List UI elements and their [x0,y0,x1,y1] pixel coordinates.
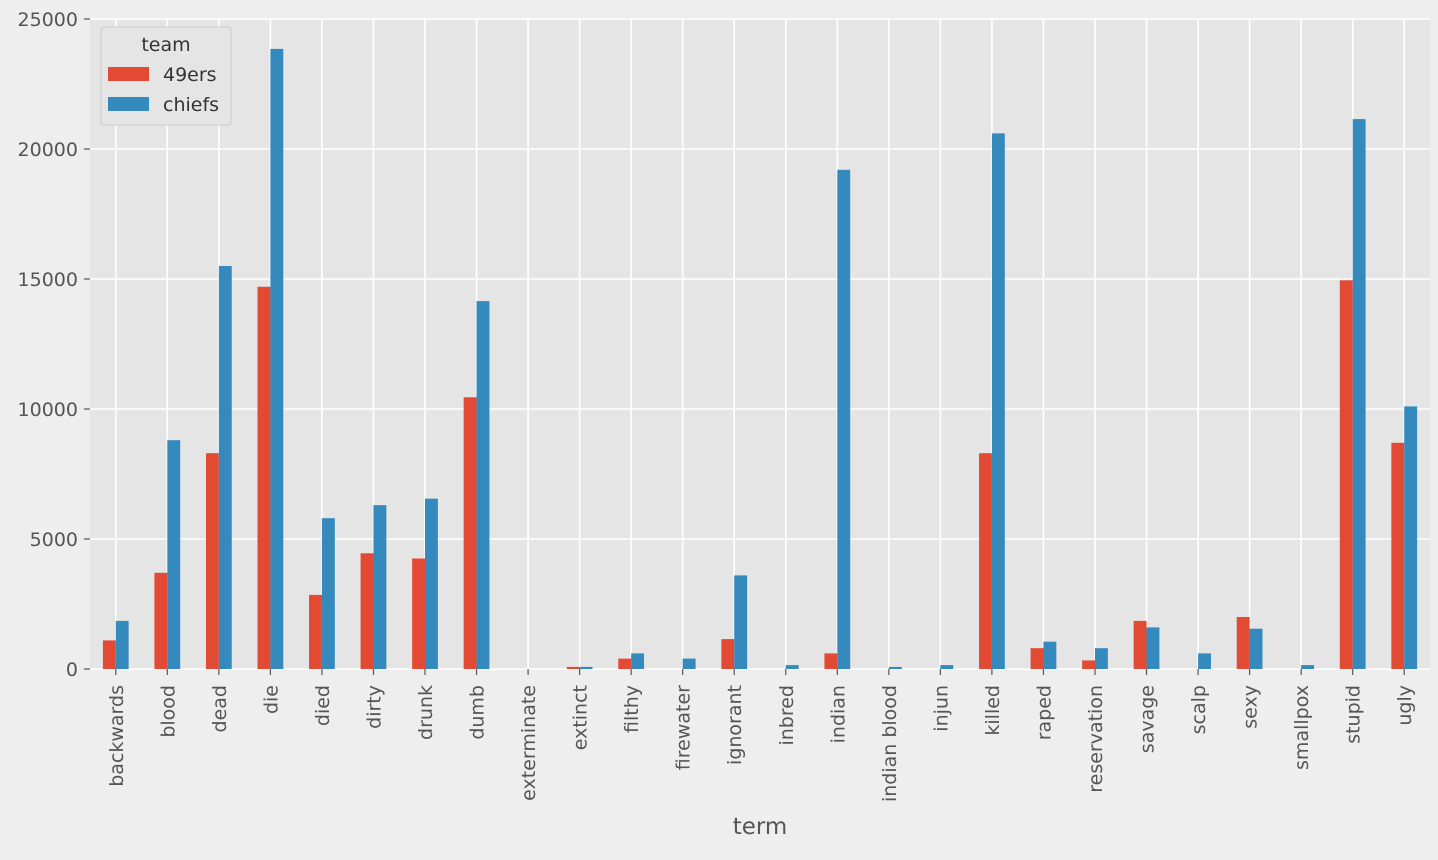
bar-chiefs-die [270,48,284,669]
plot-area [90,19,1430,669]
legend: team 49ers chiefs [100,26,232,126]
bar-49ers-dumb [463,397,477,669]
bar-chiefs-drunk [425,498,438,669]
bar-49ers-reservation [1082,660,1095,669]
x-tick-label: firewater [673,685,695,770]
bar-49ers-extinct [566,666,580,669]
bar-49ers-raped [1030,648,1044,669]
x-tick-label: inbred [776,685,798,746]
y-tick-label: 0 [66,659,78,681]
bar-chiefs-reservation [1095,648,1108,669]
bar-49ers-ignorant [721,639,735,669]
x-tick-label: died [312,685,334,726]
bar-chiefs-backwards [115,620,129,669]
bar-49ers-died [309,594,322,669]
bar-chiefs-indian [837,169,851,670]
bar-chiefs-ugly [1404,406,1418,669]
bar-chiefs-indian-blood [888,666,902,669]
x-tick-label: backwards [106,685,128,787]
x-tick-label: indian [827,685,849,743]
x-axis: backwards blood dead die died dirty drunk dumb e… [106,669,1416,802]
y-tick-label: 5000 [30,529,78,551]
bar-49ers-killed [979,453,992,669]
x-axis-title: term [733,814,788,840]
x-tick-label: blood [157,685,179,738]
x-tick-label: savage [1137,685,1159,753]
x-tick-label: killed [982,685,1004,736]
y-tick-label: 10000 [18,399,78,421]
bar-49ers-dead [205,453,219,669]
bar-49ers-indian [824,653,838,669]
bar-49ers-blood [154,572,168,669]
bar-chiefs-smallpox [1301,665,1315,669]
bar-chiefs-scalp [1198,653,1211,669]
x-tick-label: drunk [415,685,437,740]
bar-chiefs-raped [1043,641,1057,669]
bar-chiefs-dumb [476,301,490,669]
legend-swatch-chiefs [108,97,149,111]
y-axis: 0 5000 10000 15000 20000 25000 [18,9,90,681]
bar-chiefs-extinct [579,666,593,669]
bar-49ers-backwards [102,640,116,669]
x-tick-label: smallpox [1291,685,1313,770]
x-tick-label: filthy [621,685,643,733]
bar-chiefs-blood [167,440,181,669]
x-tick-label: injun [930,685,952,732]
bar-49ers-dirty [360,553,374,669]
bar-chiefs-dirty [373,505,387,669]
bar-chiefs-died [321,518,335,669]
legend-label-49ers: 49ers [163,64,217,86]
bar-49ers-drunk [412,558,425,669]
y-tick-label: 15000 [18,269,78,291]
x-tick-label: scalp [1188,685,1210,734]
x-tick-label: exterminate [518,685,540,801]
x-tick-label: ugly [1394,685,1416,726]
x-tick-label: dead [209,685,231,732]
bar-chiefs-stupid [1352,119,1366,670]
legend-swatch-49ers [108,67,149,81]
x-tick-label: reservation [1085,685,1107,793]
bar-49ers-filthy [618,658,632,669]
bar-49ers-savage [1133,620,1147,669]
x-tick-label: stupid [1343,685,1365,744]
bar-chiefs-sexy [1249,628,1263,669]
x-tick-label: die [260,685,282,714]
x-tick-label: dumb [467,685,489,740]
bar-49ers-sexy [1236,617,1250,669]
bar-49ers-stupid [1339,280,1353,669]
bar-chiefs-firewater [682,658,696,669]
x-tick-label: sexy [1240,685,1262,729]
bar-chiefs-savage [1146,627,1160,669]
bar-49ers-die [257,286,271,669]
x-tick-label: dirty [363,685,385,729]
bar-49ers-ugly [1391,442,1405,669]
bars [102,48,1418,670]
bar-chiefs-ignorant [734,575,748,669]
y-tick-label: 25000 [18,9,78,31]
legend-title: team [141,34,190,56]
y-tick-label: 20000 [18,139,78,161]
legend-label-chiefs: chiefs [163,94,219,116]
x-tick-label: extinct [570,685,592,750]
x-tick-label: indian blood [879,685,901,802]
x-tick-label: ignorant [724,685,746,765]
bar-chiefs-inbred [785,665,799,669]
bar-chiefs-dead [218,266,232,669]
bar-chiefs-filthy [631,653,645,669]
bar-chiefs-killed [991,133,1005,669]
bar-chiefs-injun [940,665,954,669]
x-tick-label: raped [1033,685,1055,740]
